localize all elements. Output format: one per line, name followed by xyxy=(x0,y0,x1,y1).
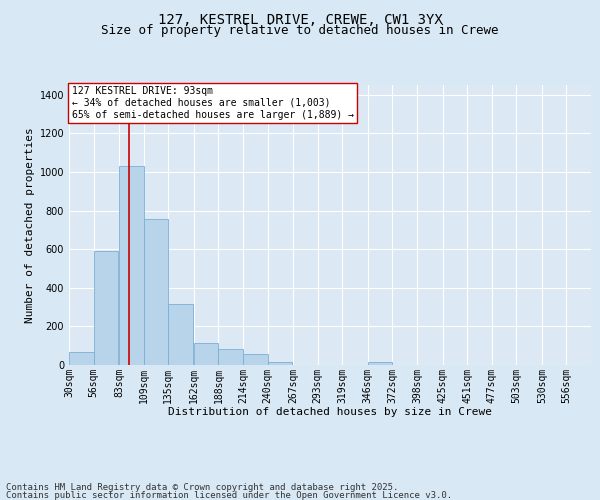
Bar xyxy=(268,362,292,365)
Text: Contains public sector information licensed under the Open Government Licence v3: Contains public sector information licen… xyxy=(6,490,452,500)
Text: Contains HM Land Registry data © Crown copyright and database right 2025.: Contains HM Land Registry data © Crown c… xyxy=(6,484,398,492)
Text: 127 KESTREL DRIVE: 93sqm
← 34% of detached houses are smaller (1,003)
65% of sem: 127 KESTREL DRIVE: 93sqm ← 34% of detach… xyxy=(71,86,353,120)
Text: Size of property relative to detached houses in Crewe: Size of property relative to detached ho… xyxy=(101,24,499,37)
Bar xyxy=(194,343,218,365)
Bar xyxy=(94,251,118,365)
Y-axis label: Number of detached properties: Number of detached properties xyxy=(25,127,35,323)
Bar xyxy=(368,362,392,365)
Bar xyxy=(119,166,144,365)
Bar xyxy=(243,354,268,365)
Bar xyxy=(218,348,243,365)
Bar xyxy=(144,219,168,365)
X-axis label: Distribution of detached houses by size in Crewe: Distribution of detached houses by size … xyxy=(168,407,492,417)
Text: 127, KESTREL DRIVE, CREWE, CW1 3YX: 127, KESTREL DRIVE, CREWE, CW1 3YX xyxy=(158,12,442,26)
Bar xyxy=(69,352,94,365)
Bar xyxy=(168,304,193,365)
